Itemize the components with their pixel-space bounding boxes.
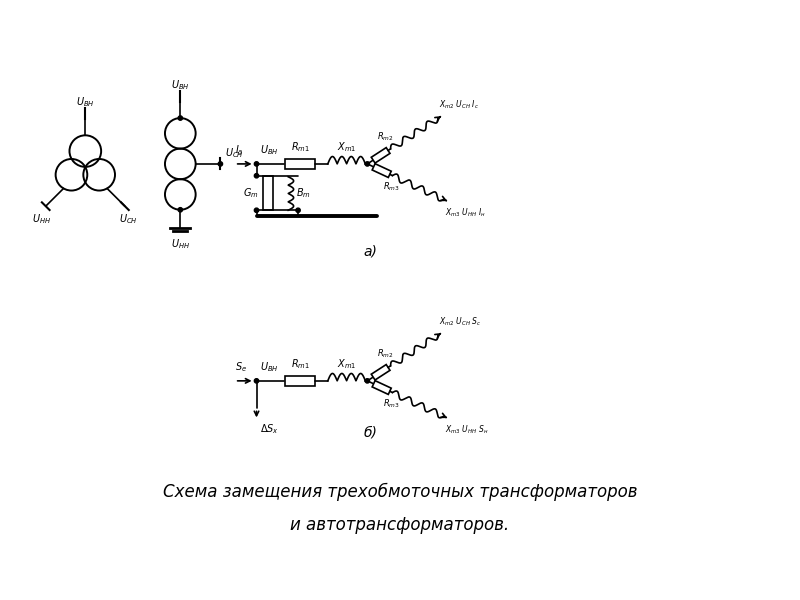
- Text: и автотрансформаторов.: и автотрансформаторов.: [290, 516, 510, 534]
- Bar: [263, 176, 274, 210]
- Text: $R_{m2}$: $R_{m2}$: [377, 348, 394, 361]
- Text: $U_{ВН}$: $U_{ВН}$: [261, 143, 279, 157]
- Text: $R_{m1}$: $R_{m1}$: [290, 140, 310, 154]
- Text: $R_{m3}$: $R_{m3}$: [382, 397, 399, 410]
- Circle shape: [178, 208, 182, 212]
- Circle shape: [254, 208, 258, 212]
- Text: $U_{НН}$: $U_{НН}$: [170, 238, 190, 251]
- Circle shape: [178, 116, 182, 120]
- Bar: [372, 164, 391, 178]
- Circle shape: [254, 162, 258, 166]
- Bar: [372, 380, 391, 394]
- Text: $S_е$: $S_е$: [234, 360, 246, 374]
- Text: $U_{ВН}$: $U_{ВН}$: [261, 360, 279, 374]
- Circle shape: [254, 379, 258, 383]
- Text: $X_{m2}\ U_{СН}\ I_с$: $X_{m2}\ U_{СН}\ I_с$: [439, 99, 479, 112]
- Text: $X_{m1}$: $X_{m1}$: [337, 357, 356, 371]
- Text: б): б): [363, 425, 378, 439]
- Circle shape: [365, 379, 370, 383]
- Circle shape: [254, 173, 258, 178]
- Bar: [286, 159, 315, 169]
- Text: $U_{СН}$: $U_{СН}$: [119, 212, 138, 226]
- Text: $U_{НН}$: $U_{НН}$: [32, 212, 51, 226]
- Circle shape: [218, 162, 222, 166]
- Text: $G_m$: $G_m$: [243, 186, 258, 200]
- Text: $U_{СН}$: $U_{СН}$: [226, 146, 244, 160]
- Text: $I_а$: $I_а$: [234, 143, 243, 157]
- Text: $X_{m3}\ U_{НН}\ S_н$: $X_{m3}\ U_{НН}\ S_н$: [445, 423, 488, 436]
- Text: $U_{ВН}$: $U_{ВН}$: [76, 95, 94, 109]
- Text: $X_{m2}\ U_{СН}\ S_с$: $X_{m2}\ U_{СН}\ S_с$: [439, 316, 482, 328]
- Bar: [371, 148, 390, 163]
- Text: $R_{m3}$: $R_{m3}$: [382, 181, 399, 193]
- Text: $B_m$: $B_m$: [296, 186, 311, 200]
- Text: $X_{m3}\ U_{НН}\ I_н$: $X_{m3}\ U_{НН}\ I_н$: [445, 206, 486, 219]
- Bar: [371, 365, 390, 380]
- Text: $R_{m2}$: $R_{m2}$: [377, 131, 394, 143]
- Text: $\Delta S_x$: $\Delta S_x$: [261, 422, 279, 436]
- Circle shape: [365, 162, 370, 166]
- Bar: [286, 376, 315, 386]
- Text: а): а): [363, 245, 378, 259]
- Text: Схема замещения трехобмоточных трансформаторов: Схема замещения трехобмоточных трансформ…: [162, 483, 638, 502]
- Text: $X_{m1}$: $X_{m1}$: [337, 140, 356, 154]
- Circle shape: [296, 208, 300, 212]
- Text: $U_{ВН}$: $U_{ВН}$: [171, 79, 190, 92]
- Text: $R_{m1}$: $R_{m1}$: [290, 357, 310, 371]
